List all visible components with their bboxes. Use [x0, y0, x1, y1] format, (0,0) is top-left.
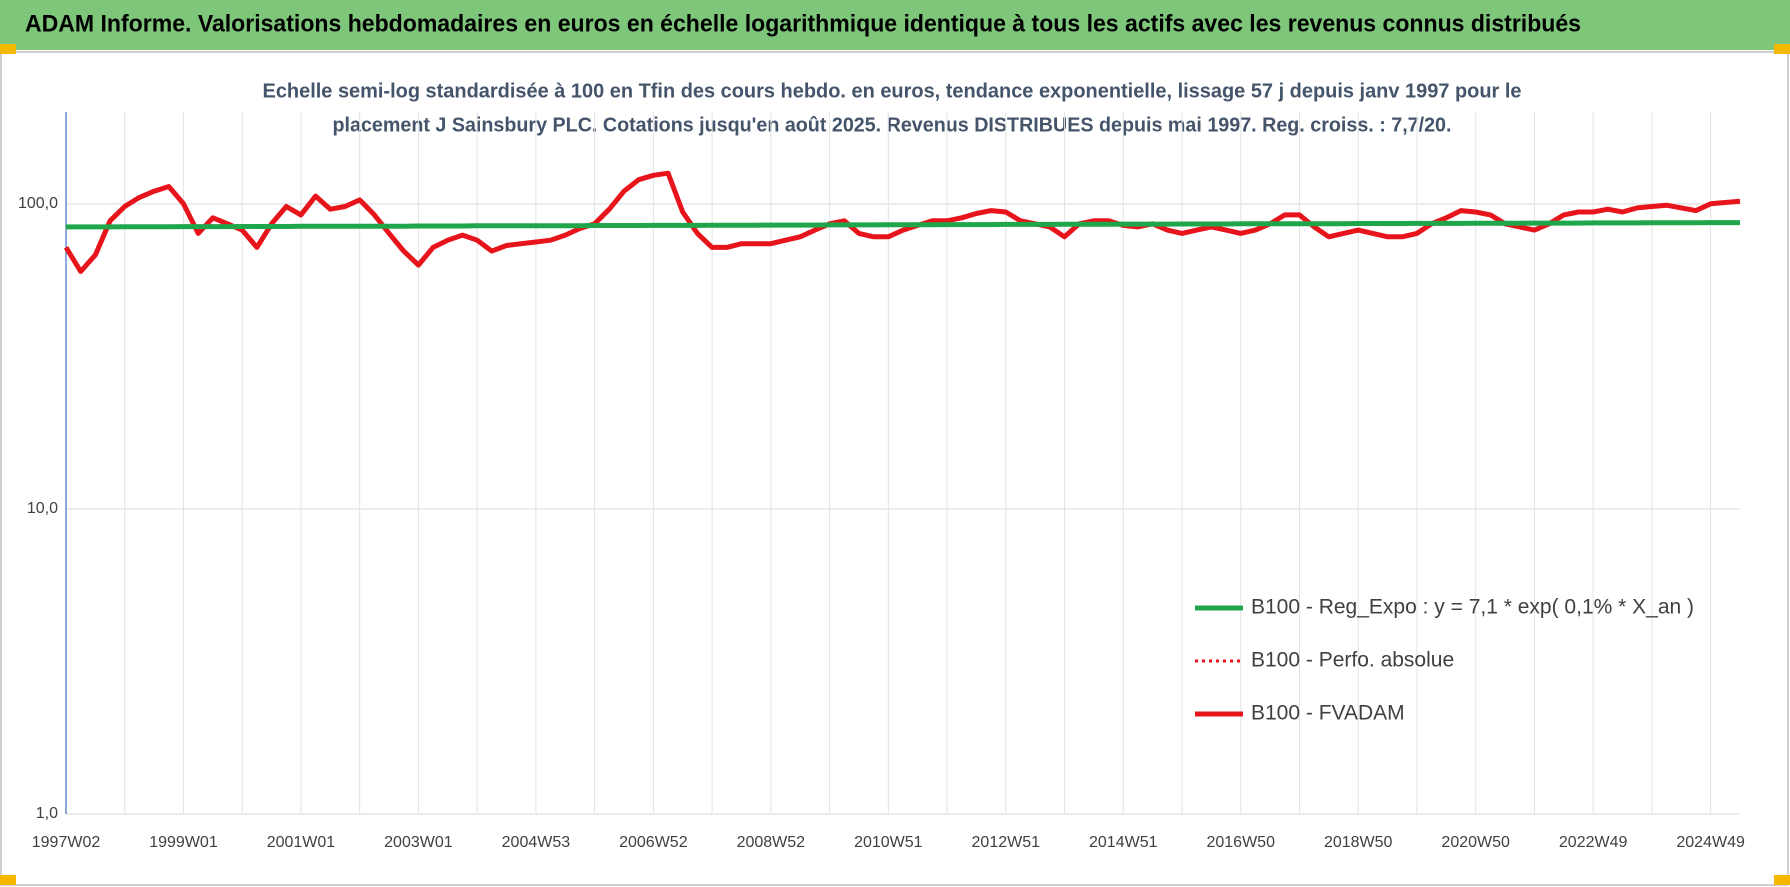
- x-tick-label: 2004W53: [502, 834, 571, 851]
- series-line: [66, 220, 1740, 230]
- corner-mark: [1774, 44, 1790, 54]
- x-tick-label: 2008W52: [737, 834, 806, 851]
- corner-mark: [1774, 875, 1790, 885]
- x-tick-label: 2024W49: [1676, 834, 1745, 851]
- chart-frame: [0, 51, 1789, 886]
- corner-mark: [0, 875, 16, 885]
- chart-subtitle: placement J Sainsbury PLC. Cotations jus…: [333, 114, 1452, 136]
- x-tick-label: 1997W02: [32, 834, 101, 851]
- x-tick-label: 2022W49: [1559, 834, 1628, 851]
- x-tick-label: 2016W50: [1206, 834, 1275, 851]
- legend-label: B100 - FVADAM: [1251, 702, 1405, 725]
- legend-label: B100 - Reg_Expo : y = 7,1 * exp( 0,1% * …: [1251, 596, 1694, 619]
- corner-mark: [0, 44, 16, 54]
- x-tick-label: 2003W01: [384, 834, 453, 851]
- title-banner: [0, 0, 1790, 50]
- x-tick-label: 2012W51: [972, 834, 1041, 851]
- legend-label: B100 - Perfo. absolue: [1251, 649, 1454, 672]
- chart-subtitle: Echelle semi-log standardisée à 100 en T…: [263, 80, 1522, 102]
- x-tick-label: 2020W50: [1441, 834, 1510, 851]
- x-tick-label: 2006W52: [619, 834, 688, 851]
- x-tick-label: 2014W51: [1089, 834, 1158, 851]
- x-tick-label: 1999W01: [149, 834, 218, 851]
- x-tick-label: 2018W50: [1324, 834, 1393, 851]
- x-tick-label: 2001W01: [267, 834, 336, 851]
- y-tick-label: 100,0: [18, 195, 58, 212]
- chart-title: ADAM Informe. Valorisations hebdomadaire…: [25, 10, 1581, 37]
- y-tick-label: 1,0: [36, 805, 58, 822]
- x-tick-label: 2010W51: [854, 834, 923, 851]
- y-tick-label: 10,0: [27, 500, 58, 517]
- series-line: [63, 170, 1741, 274]
